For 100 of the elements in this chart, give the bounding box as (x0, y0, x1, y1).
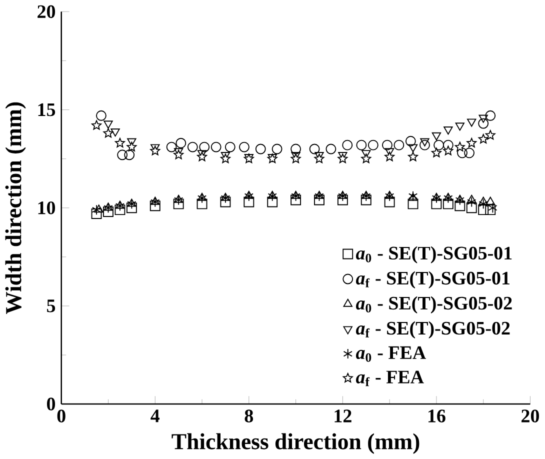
point (384, 190, 394, 199)
point (314, 190, 324, 202)
point (405, 136, 416, 146)
point (454, 142, 465, 152)
point (478, 204, 489, 215)
legend-label: a$_{0}$ - FEA (356, 346, 426, 362)
point (197, 192, 207, 204)
point (466, 202, 477, 213)
point (197, 192, 207, 201)
point (290, 153, 301, 164)
point (210, 142, 222, 152)
x-tick-label: 4 (150, 410, 160, 422)
point (384, 152, 395, 162)
point (272, 144, 282, 154)
point (408, 198, 418, 210)
point (337, 194, 348, 206)
point (267, 196, 278, 208)
point (255, 144, 266, 154)
point (361, 153, 372, 164)
point (442, 198, 454, 210)
point (434, 140, 444, 150)
point (94, 204, 104, 213)
point (291, 190, 300, 202)
point (115, 200, 125, 209)
point (338, 190, 348, 199)
point (220, 192, 230, 204)
point (150, 196, 160, 208)
point (104, 120, 113, 129)
point (127, 198, 136, 210)
point (187, 142, 198, 152)
point (455, 194, 464, 203)
y-tick-label: 5 (47, 300, 56, 312)
point (174, 150, 184, 160)
point (314, 194, 324, 206)
point (199, 142, 210, 152)
point (485, 130, 496, 140)
point (290, 194, 302, 206)
point (488, 202, 498, 213)
point (408, 144, 418, 152)
point (444, 192, 453, 204)
point (150, 196, 160, 205)
point (117, 150, 128, 160)
point (268, 190, 277, 199)
point (467, 196, 476, 208)
point (309, 144, 320, 154)
point (268, 190, 277, 202)
point (478, 118, 489, 129)
point (103, 206, 114, 217)
point (224, 142, 236, 152)
point (420, 138, 430, 146)
x-tick-label: 20 (522, 410, 539, 422)
x-tick-label: 12 (334, 410, 352, 422)
point (382, 140, 392, 150)
legend-label: a$_{f}$ - SE(T)-SG05-01 (356, 271, 510, 288)
point (338, 190, 348, 202)
point (174, 194, 184, 206)
point (467, 118, 476, 127)
point (96, 110, 106, 121)
point (220, 192, 230, 201)
point (103, 128, 114, 138)
point (384, 190, 394, 202)
point (485, 204, 496, 215)
point (485, 110, 496, 121)
legend-label: a$_{f}$ - SE(T)-SG05-02 (356, 321, 510, 338)
point (92, 204, 102, 215)
point (104, 202, 113, 213)
point (442, 140, 454, 150)
point (150, 146, 160, 156)
point (466, 138, 477, 148)
point (124, 150, 135, 160)
point (444, 192, 453, 201)
point (454, 200, 466, 212)
point (432, 192, 442, 204)
point (342, 140, 353, 150)
x-tick-label: 0 (57, 410, 66, 422)
point (126, 142, 137, 152)
point (457, 148, 468, 158)
point (239, 142, 250, 152)
point (220, 153, 230, 164)
y-tick-label: 10 (38, 201, 56, 214)
y-tick-label: 0 (47, 398, 56, 410)
point (197, 152, 208, 162)
point (432, 192, 442, 201)
point (431, 198, 442, 210)
point (91, 208, 102, 219)
point (338, 153, 348, 164)
point (92, 120, 102, 130)
point (174, 194, 184, 203)
point (486, 196, 495, 205)
point (455, 122, 464, 131)
point (115, 200, 125, 212)
point (291, 190, 300, 199)
point (362, 190, 371, 202)
point (360, 194, 372, 206)
point (356, 140, 367, 150)
point (244, 196, 254, 208)
point (443, 146, 454, 156)
x-tick-label: 8 (244, 410, 254, 422)
point (431, 148, 442, 158)
point (432, 132, 442, 140)
